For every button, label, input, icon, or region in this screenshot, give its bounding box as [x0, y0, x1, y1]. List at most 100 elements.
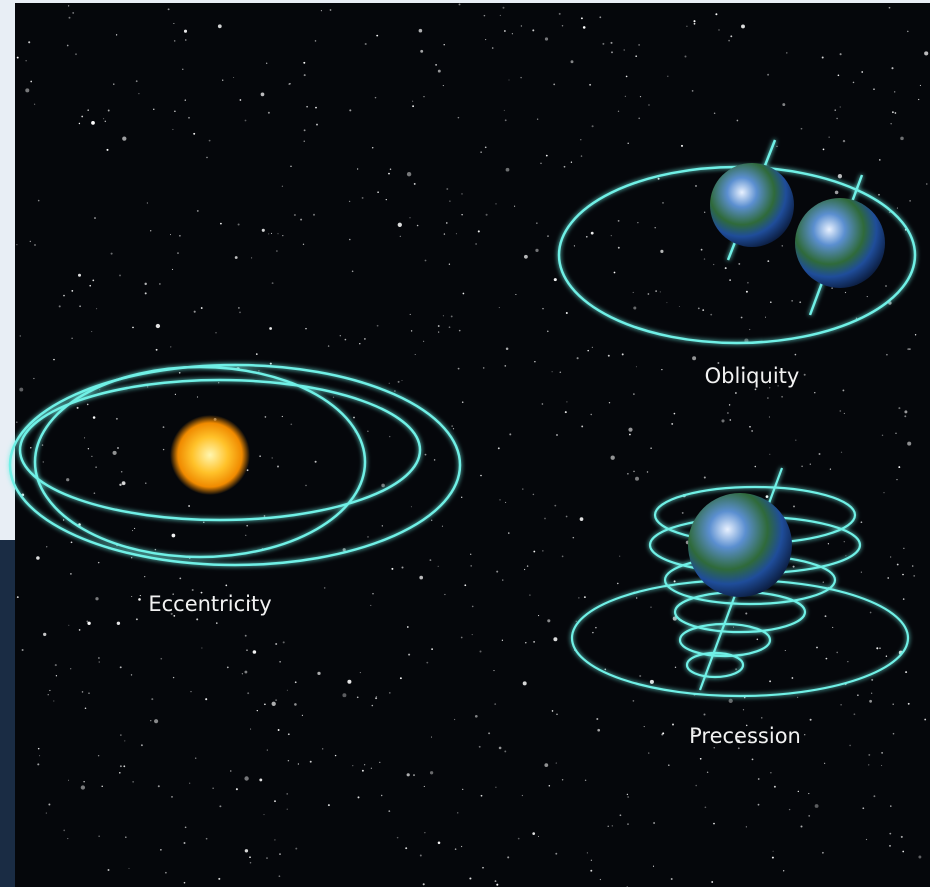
- star: [106, 149, 108, 151]
- star: [438, 332, 439, 333]
- star: [502, 640, 503, 641]
- star: [793, 505, 795, 507]
- star: [267, 750, 268, 751]
- star: [390, 169, 391, 170]
- star: [891, 123, 892, 124]
- star: [534, 361, 535, 362]
- star: [294, 214, 296, 216]
- star: [315, 107, 317, 109]
- star: [909, 348, 910, 349]
- star: [99, 389, 100, 390]
- star: [782, 245, 783, 246]
- star: [713, 823, 715, 825]
- star: [533, 641, 535, 643]
- star: [700, 758, 702, 760]
- star: [545, 37, 548, 40]
- star: [438, 70, 441, 73]
- star: [660, 250, 663, 253]
- star: [424, 832, 425, 833]
- star: [650, 680, 654, 684]
- star: [349, 239, 351, 241]
- star: [682, 512, 684, 514]
- star: [920, 85, 921, 86]
- star: [59, 305, 61, 307]
- star: [524, 255, 528, 259]
- star: [42, 444, 43, 445]
- star: [452, 426, 453, 427]
- star: [746, 826, 747, 827]
- star: [55, 664, 57, 666]
- star: [907, 348, 909, 350]
- star: [407, 172, 411, 176]
- star: [727, 412, 729, 414]
- star: [86, 621, 88, 623]
- star: [375, 97, 377, 99]
- star: [251, 257, 252, 258]
- star: [536, 223, 537, 224]
- star: [571, 162, 572, 163]
- star: [443, 85, 444, 86]
- star: [758, 804, 760, 806]
- star: [892, 111, 894, 113]
- star: [713, 264, 714, 265]
- star: [644, 726, 645, 727]
- star: [553, 637, 557, 641]
- star: [415, 354, 416, 355]
- star: [423, 96, 424, 97]
- star: [236, 788, 238, 790]
- star: [845, 555, 846, 556]
- star: [879, 647, 880, 648]
- star: [17, 596, 19, 598]
- star: [36, 556, 40, 560]
- star: [782, 103, 785, 106]
- star: [591, 860, 592, 861]
- star: [626, 76, 628, 78]
- star: [43, 633, 46, 636]
- star: [98, 657, 100, 659]
- star: [401, 566, 403, 568]
- star: [388, 810, 390, 812]
- star: [542, 403, 544, 405]
- star: [503, 7, 505, 9]
- star: [617, 583, 618, 584]
- star: [505, 119, 507, 121]
- star: [743, 709, 744, 710]
- star: [283, 641, 285, 643]
- star: [650, 607, 651, 608]
- star: [190, 691, 191, 692]
- star: [590, 870, 592, 872]
- star: [608, 826, 609, 827]
- star: [192, 589, 194, 591]
- star: [34, 244, 35, 245]
- star: [343, 548, 346, 551]
- star: [755, 389, 757, 391]
- star: [305, 328, 307, 330]
- star: [163, 449, 164, 450]
- star: [893, 733, 895, 735]
- star: [844, 413, 845, 414]
- star: [585, 780, 586, 781]
- star: [611, 235, 612, 236]
- star: [321, 10, 322, 11]
- star: [328, 804, 330, 806]
- star: [438, 566, 439, 567]
- star: [604, 669, 606, 671]
- star: [453, 428, 454, 429]
- star: [861, 521, 863, 523]
- star: [840, 53, 842, 55]
- star: [245, 120, 247, 122]
- star: [745, 612, 747, 614]
- star: [446, 188, 448, 190]
- star: [67, 45, 69, 47]
- star: [425, 260, 427, 262]
- star: [84, 437, 85, 438]
- star: [695, 785, 697, 787]
- star: [580, 517, 584, 521]
- star: [461, 214, 462, 215]
- star: [525, 642, 526, 643]
- star: [268, 233, 269, 234]
- star: [518, 838, 520, 840]
- star: [509, 433, 511, 435]
- star: [757, 639, 759, 641]
- star: [377, 191, 379, 193]
